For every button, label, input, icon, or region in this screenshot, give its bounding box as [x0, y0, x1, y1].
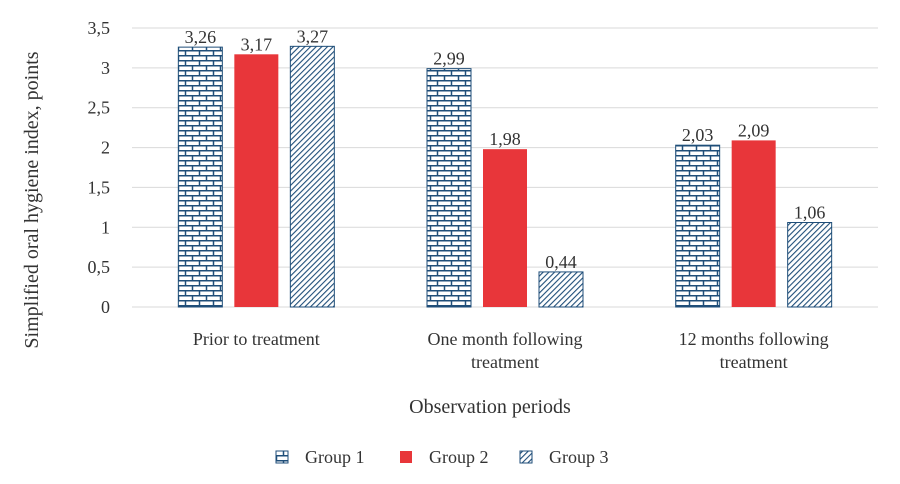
data-label: 3,27 — [297, 26, 329, 46]
data-label: 2,03 — [682, 125, 714, 145]
bars — [177, 45, 833, 308]
bar-group-2 — [731, 140, 776, 307]
data-label: 2,09 — [738, 120, 770, 140]
y-tick-label: 2 — [101, 138, 110, 158]
data-labels: 3,26 2,99 2,03 3,17 1,98 2,09 3,27 0,44 1,06 — [185, 26, 826, 272]
y-axis-title: Simplified oral hygiene index, points — [21, 51, 43, 348]
y-tick-label: 1 — [101, 217, 110, 237]
legend-label: Group 2 — [429, 447, 489, 467]
bar-group-1 — [177, 46, 223, 308]
bar-group-1 — [426, 68, 472, 308]
x-category-label: treatment — [720, 352, 788, 372]
data-label: 2,99 — [433, 49, 465, 69]
legend-label: Group 3 — [549, 447, 609, 467]
data-label: 0,44 — [545, 252, 577, 272]
bar-group-3 — [289, 45, 335, 308]
y-tick-label: 3,5 — [88, 18, 111, 38]
data-label: 1,98 — [489, 129, 521, 149]
x-category-label: Prior to treatment — [193, 329, 320, 349]
bar-group-3 — [538, 271, 584, 308]
y-tick-label: 0,5 — [88, 257, 111, 277]
y-tick-label: 2,5 — [88, 98, 111, 118]
legend-label: Group 1 — [305, 447, 365, 467]
legend-swatch — [400, 451, 412, 463]
data-label: 3,26 — [185, 27, 217, 47]
x-axis-categories: Prior to treatment One month following tre… — [193, 329, 829, 372]
data-label: 1,06 — [794, 203, 826, 223]
legend-swatch — [275, 450, 289, 464]
legend: Group 1 Group 2 Group 3 — [275, 447, 609, 467]
data-label: 3,17 — [241, 34, 273, 54]
legend-swatch — [519, 450, 533, 464]
y-tick-label: 1,5 — [88, 177, 111, 197]
y-axis-ticks: 0 0,5 1 1,5 2 2,5 3 3,5 — [88, 18, 111, 317]
bar-group-2 — [234, 54, 279, 308]
y-tick-label: 3 — [101, 58, 110, 78]
x-axis-title: Observation periods — [409, 396, 571, 418]
bar-group-2 — [483, 149, 527, 307]
x-category-label: 12 months following — [679, 329, 829, 349]
x-category-label: treatment — [471, 352, 539, 372]
y-tick-label: 0 — [101, 297, 110, 317]
bar-group-3 — [787, 222, 833, 308]
x-category-label: One month following — [428, 329, 583, 349]
bar-group-1 — [675, 144, 721, 308]
